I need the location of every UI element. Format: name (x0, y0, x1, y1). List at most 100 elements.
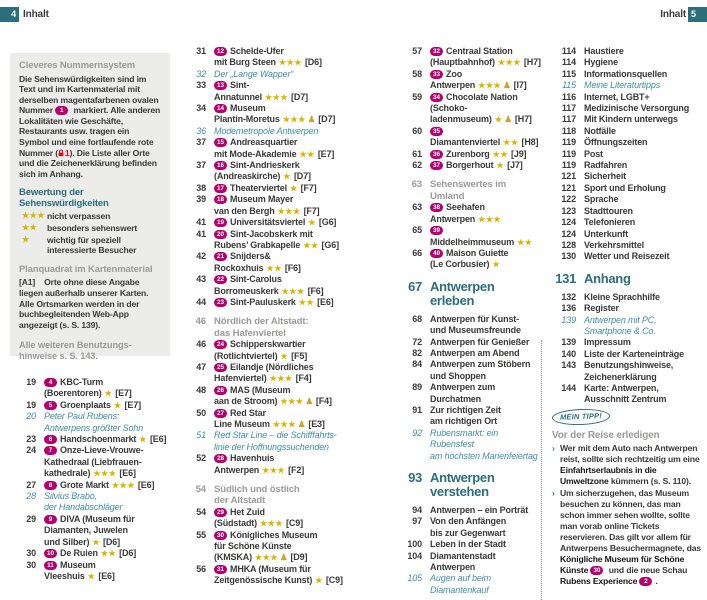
page-number-box-right: 5 (688, 7, 707, 22)
toc-entry: 24 7 Onze-Lieve-Vrouwe- Kathedraal (Liebfr… (20, 445, 172, 479)
toc-entry: 50 27 Red Star Line Museum ★★★ ♟ [E3] (184, 408, 365, 431)
toc-page-number: 121 (561, 171, 576, 182)
toc-entry-title: Notfälle (584, 125, 616, 136)
sight-number-badge: 18 (214, 195, 227, 205)
text-segment: . (655, 576, 658, 586)
toc-page-number: 94 (412, 505, 422, 515)
toc-section-heading: 67 Antwerpen erleben (398, 279, 540, 308)
toc-entry-title: Groenplaats (60, 399, 111, 410)
toc-page-number: 30 (26, 559, 36, 570)
toc-page-number: 30 (26, 548, 36, 559)
toc-entry-title: Post (584, 148, 603, 159)
rating-legend: ★★★ nicht verpassen ★★ besonders sehenswert… (19, 211, 161, 255)
toc-page-number: 114 (561, 46, 576, 56)
toc-entry: 92 Rubensmarkt: ein Rubensfest am höchste… (398, 428, 540, 462)
toc-page-number: 39 (196, 194, 206, 205)
toc-entry: 19 5 Groenplaats ★ [E7] (20, 400, 172, 411)
sight-number-badge: 17 (214, 183, 227, 193)
sight-number-badge: 19 (214, 218, 227, 228)
map-grid-reference: [D6] (119, 548, 137, 559)
star-rating: ★★★ (93, 469, 117, 479)
toc-entry-content: Telefonieren (584, 217, 702, 228)
toc-page-number: 36 (196, 125, 206, 136)
grid-explanation: [A1] Orte ohne diese Angabe liegen außerh… (19, 277, 161, 330)
rating-legend-row: ★★★ nicht verpassen (19, 211, 161, 222)
toc-entry-content: 15 Andreasquartier mit Mode-Akademie ★★ [E7… (214, 137, 365, 160)
star-rating: ★ (104, 389, 113, 399)
toc-entry: 121 Sicherheit (552, 171, 702, 182)
map-grid-reference: [F6] (307, 285, 324, 296)
toc-entry: 105 Augen auf beim Diamantenkauf (398, 573, 540, 596)
figure-icon: ♟ (307, 114, 316, 125)
toc-entry-title: Antwerpen – ein Porträt (430, 505, 529, 515)
toc-entry-title: Benutzungshinweise, Zeichenerklärung (584, 360, 674, 382)
toc-entry-title: Onze-Lieve-Vrouwe- Kathedraal (Liebfraue… (44, 445, 144, 479)
toc-page-number: 32 (196, 68, 206, 79)
sight-number-badge: 33 (430, 69, 443, 79)
mein-tipp-badge: MEIN TIPP! (551, 407, 611, 427)
tip-box: MEIN TIPP! Vor der Reise erledigen › Wer … (551, 407, 702, 588)
toc-entry: 117 Medizinische Versorgung (552, 103, 702, 114)
toc-page-number: 44 (196, 296, 206, 307)
toc-entry-content: Öffnungszeiten (584, 137, 702, 148)
toc-entry: 47 25 Eilandje (Nördliches Hafenviertel) ★★… (184, 362, 365, 385)
toc-entry-content: 34 Chocolate Nation (Schoko- ladenmuseum)… (430, 92, 540, 126)
toc-entry-content: Modemetropole Antwerpen (214, 126, 365, 137)
toc-page-number: 139 (561, 337, 576, 348)
toc-entry: 20 Peter Paul Rubens: Antwerpens größter … (20, 411, 172, 434)
toc-entry-content: Antwerpen für Genießer (430, 337, 540, 348)
star-rating: ★ (113, 400, 122, 410)
map-grid-reference: [E6] (149, 434, 167, 445)
toc-entry-title: Seehafen Antwerpen (430, 202, 485, 224)
star-rating: ★★★ (280, 397, 304, 407)
figure-icon: ♟ (279, 552, 288, 563)
toc-entry-title: Unterkunft (584, 228, 628, 239)
toc-entry-content: Antwerpen am Abend (430, 348, 540, 359)
toc-entry: 30 11 Museum Vleeshuis ★ [E6] (20, 560, 172, 583)
text-segment: Orte ohne diese Angabe liegen außerhalb … (19, 277, 149, 330)
toc-page-number: 60 (412, 125, 422, 136)
star-rating: ★★ (298, 297, 315, 307)
toc-entry-content: 18 Museum Mayer van den Bergh ★★★ [F7] (214, 194, 365, 217)
sight-number-badge: 13 (214, 81, 227, 91)
sight-number-badge: 6 (44, 435, 57, 445)
toc-entry-title: Hygiene (584, 57, 618, 68)
toc-entry-content: 37 Borgerhout ★ [J7] (430, 160, 540, 171)
toc-entry-content: Der „Lange Wapper“ (214, 69, 365, 80)
toc-entry: 51 Red Star Line – die Schifffahrts- lini… (184, 430, 365, 453)
toc-entry-content: Register (584, 303, 702, 314)
toc-entry-title: Verkehrsmittel (584, 239, 644, 250)
toc-entry-title: De Ruien (60, 548, 98, 559)
toc-page-number: 54 (196, 506, 206, 517)
map-grid-reference: [E6] (137, 479, 155, 490)
toc-entry-title: Borgerhout (446, 160, 494, 171)
toc-entry: 52 28 Havenhuis Antwerpen ★★★ [F2] (184, 453, 365, 476)
rating-legend-title: Bewertung der Sehenswürdigkeiten (19, 187, 109, 209)
toc-column-1: 19 4 KBC-Turm (Boerentoren) ★ [E7] 19 5 Groenpl… (20, 377, 172, 582)
toc-page-number: 48 (196, 384, 206, 395)
star-rating: ★★ (303, 240, 319, 250)
perforation-line (541, 340, 542, 600)
toc-page-number: 20 (26, 411, 36, 422)
toc-entry-title: Sint-Andrieskerk (Andreaskirche) (214, 160, 300, 182)
text-segment: Wer mit dem Auto nach Antwerpen reist, s… (560, 443, 700, 464)
star-rating: ★ (92, 537, 101, 547)
sight-number-badge: 38 (430, 203, 443, 213)
toc-entry-content: Informationsquellen (584, 69, 702, 80)
star-rating: ★ (492, 260, 501, 270)
toc-page-number: 72 (412, 336, 422, 347)
toc-entry-title: Informationsquellen (584, 68, 668, 79)
running-head-right: Inhalt (660, 9, 686, 20)
toc-entry: 119 Radfahren (552, 160, 702, 171)
toc-entry: 91 Zur richtigen Zeit am richtigen Ort (398, 405, 540, 428)
toc-page-number: 29 (26, 513, 36, 524)
map-grid-reference: [E7] (317, 148, 335, 159)
figure-icon: ♟ (305, 396, 313, 407)
toc-page-number: 55 (196, 529, 206, 540)
sight-number-badge: 28 (214, 454, 227, 464)
toc-entry-content: Peter Paul Rubens: Antwerpens größter So… (44, 411, 172, 434)
toc-entry-title: Wetter und Reisezeit (584, 251, 670, 262)
toc-entry-title: Meine Literaturtipps (584, 80, 661, 91)
toc-entry: 41 19 Universitätsviertel ★ [G6] (184, 217, 365, 228)
toc-page-number: 34 (196, 103, 206, 114)
